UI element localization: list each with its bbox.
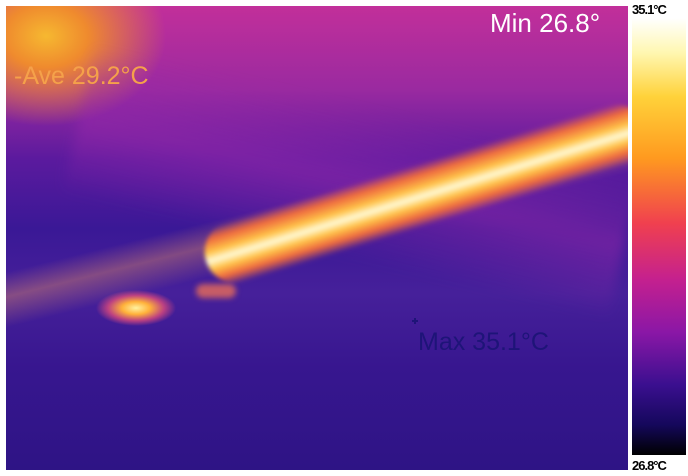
max-crosshair-icon — [412, 318, 418, 324]
max-temperature-label: Max 35.1°C — [418, 328, 549, 356]
average-temperature-label: -Ave 29.2°C — [14, 62, 149, 90]
color-scale-bar — [632, 18, 686, 455]
min-temperature-label: Min 26.8° — [490, 8, 601, 38]
scale-min-label: 26.8°C — [632, 458, 667, 473]
thermal-image — [6, 6, 628, 470]
scale-max-label: 35.1°C — [632, 2, 667, 17]
hot-spot-glint — [196, 284, 236, 298]
